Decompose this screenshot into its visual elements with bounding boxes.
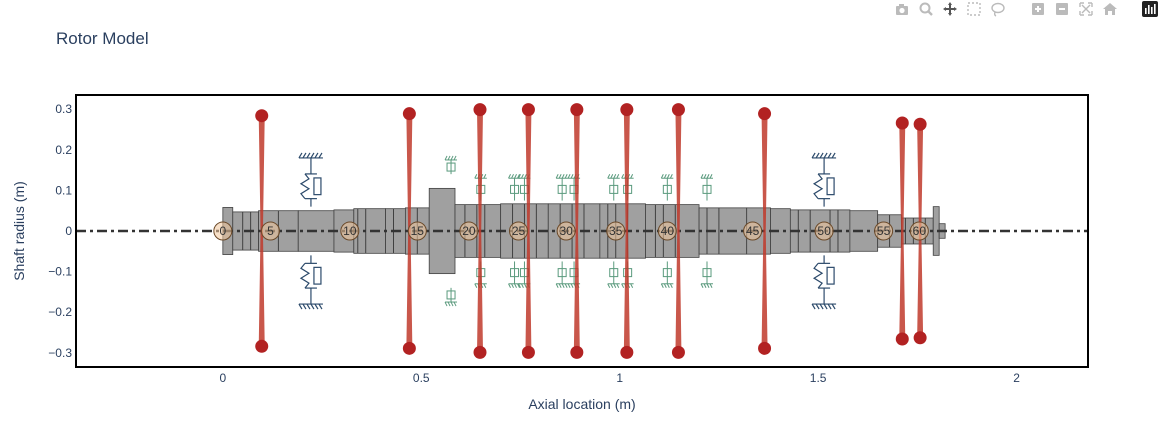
plot-frame-layer xyxy=(75,94,1089,368)
node-10[interactable]: 10 xyxy=(340,221,360,241)
y-tick-label: −0.2 xyxy=(48,305,72,319)
seal-8-top xyxy=(660,174,674,201)
disk-8[interactable] xyxy=(895,116,909,346)
disk-7[interactable] xyxy=(758,107,772,355)
node-60[interactable]: 60 xyxy=(909,221,929,241)
x-tick-label: 2 xyxy=(1013,371,1020,385)
y-tick-label: 0 xyxy=(65,224,72,238)
disk-3[interactable] xyxy=(521,103,535,359)
box-select-icon[interactable] xyxy=(965,0,983,18)
x-tick-label: 0 xyxy=(219,371,226,385)
chart-title: Rotor Model xyxy=(56,29,149,48)
seal-4-bottom xyxy=(555,261,569,288)
node-label: 40 xyxy=(661,224,675,238)
node-15[interactable]: 15 xyxy=(407,221,427,241)
bearing-0-bottom xyxy=(298,255,323,310)
autoscale-icon[interactable] xyxy=(1077,0,1095,18)
node-label: 30 xyxy=(559,224,573,238)
node-label: 60 xyxy=(913,224,927,238)
y-tick-label: −0.3 xyxy=(48,346,72,360)
disk-6[interactable] xyxy=(671,103,685,359)
node-35[interactable]: 35 xyxy=(606,221,626,241)
node-label: 25 xyxy=(512,224,526,238)
x-tick-label: 0.5 xyxy=(413,371,430,385)
node-50[interactable]: 50 xyxy=(814,221,834,241)
node-label: 10 xyxy=(343,224,357,238)
pan-icon[interactable] xyxy=(941,0,959,18)
node-layer: 0 5 10 15 20 25 30 35 40 45 50 55 60 xyxy=(213,221,929,241)
x-tick-label: 1.5 xyxy=(810,371,827,385)
node-30[interactable]: 30 xyxy=(556,221,576,241)
node-0[interactable]: 0 xyxy=(213,221,233,241)
node-40[interactable]: 40 xyxy=(657,221,677,241)
y-tick-label: −0.1 xyxy=(48,265,72,279)
node-55[interactable]: 55 xyxy=(874,221,894,241)
disk-2[interactable] xyxy=(473,103,487,359)
x-axis-label: Axial location (m) xyxy=(528,396,635,412)
node-label: 35 xyxy=(609,224,623,238)
seal-4-top xyxy=(555,174,569,201)
plot-frame xyxy=(75,94,1089,368)
zoom-icon[interactable] xyxy=(917,0,935,18)
y-axis-label: Shaft radius (m) xyxy=(11,181,27,281)
reset-axes-icon[interactable] xyxy=(1101,0,1119,18)
disk-layer xyxy=(255,103,927,359)
bearing-1-bottom xyxy=(811,255,837,310)
camera-icon[interactable] xyxy=(893,0,911,18)
y-tick-label: 0.3 xyxy=(55,102,72,116)
seal-9-top xyxy=(700,174,714,201)
node-5[interactable]: 5 xyxy=(260,221,280,241)
node-label: 55 xyxy=(877,224,891,238)
node-25[interactable]: 25 xyxy=(509,221,529,241)
bearing-1-top xyxy=(811,152,837,207)
seal-9-bottom xyxy=(700,261,714,288)
zoom-in-icon[interactable] xyxy=(1029,0,1047,18)
node-20[interactable]: 20 xyxy=(459,221,479,241)
y-tick-label: 0.1 xyxy=(55,183,72,197)
node-45[interactable]: 45 xyxy=(743,221,763,241)
bearing-layer xyxy=(298,152,837,310)
node-label: 5 xyxy=(267,224,274,238)
zoom-out-icon[interactable] xyxy=(1053,0,1071,18)
seal-8-bottom xyxy=(660,261,674,288)
lasso-select-icon[interactable] xyxy=(989,0,1007,18)
node-label: 20 xyxy=(462,224,476,238)
y-tick-label: 0.2 xyxy=(55,143,72,157)
node-label: 0 xyxy=(219,224,226,238)
plotly-logo-icon[interactable] xyxy=(1141,0,1159,18)
node-label: 45 xyxy=(746,224,760,238)
bearing-0-top xyxy=(298,152,323,207)
x-tick-label: 1 xyxy=(616,371,623,385)
seal-0-top xyxy=(444,155,458,175)
disk-4[interactable] xyxy=(570,103,584,359)
seal-0-bottom xyxy=(444,287,458,307)
seal-6-bottom xyxy=(607,261,620,288)
node-label: 15 xyxy=(411,224,425,238)
axes-layer: 0 0.5 1 1.5 2 0.3 0.2 0.1 0 −0.1 −0.2 −0.3 Axial loc… xyxy=(11,102,1020,412)
node-label: 50 xyxy=(817,224,831,238)
seal-6-top xyxy=(607,174,620,201)
modebar xyxy=(893,0,1159,18)
disk-5[interactable] xyxy=(620,103,634,359)
